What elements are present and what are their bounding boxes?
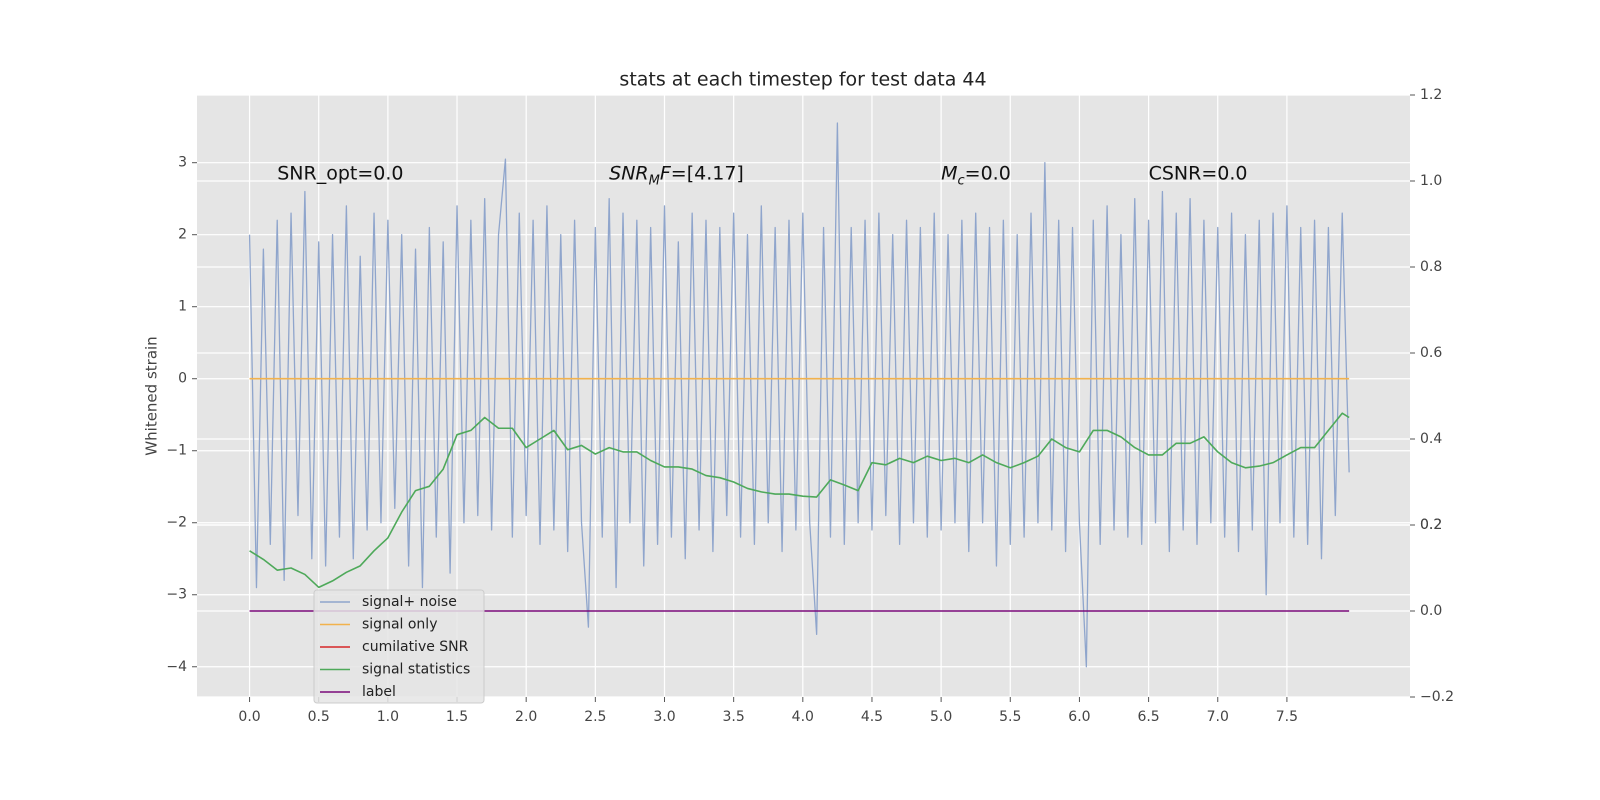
annotation: SNR_opt=0.0 (277, 162, 403, 184)
y2-tick-label: 0.4 (1420, 431, 1442, 447)
y-tick-label: 1 (178, 299, 187, 315)
x-tick-label: 7.0 (1207, 709, 1229, 725)
y2-tick-label: 0.2 (1420, 517, 1442, 533)
legend-label: cumilative SNR (362, 639, 469, 655)
x-tick-label: 6.5 (1137, 709, 1159, 725)
x-tick-label: 7.5 (1276, 709, 1298, 725)
series-line (249, 412, 1350, 589)
series-line (248, 122, 1350, 668)
y-tick-label: −1 (166, 443, 187, 459)
x-tick-label: 4.5 (861, 709, 883, 725)
y2-tick-label: −0.2 (1420, 689, 1454, 705)
x-tick-label: 1.5 (446, 709, 468, 725)
annotation-part: CSNR=0.0 (1149, 162, 1248, 184)
annotation-part: =0.0 (965, 162, 1011, 184)
axes: 0.0 0.5 1.0 1.5 2.0 2.5 3.0 3.5 4.0 4.5 5.0 5.5 6.0 6… (166, 87, 1454, 725)
y-tick-label: −4 (166, 659, 187, 675)
y2-tick-label: 1.2 (1420, 87, 1442, 103)
y2-tick-label: 0.0 (1420, 603, 1442, 619)
x-tick-label: 2.5 (584, 709, 606, 725)
annotation-part: SNR_opt=0.0 (277, 162, 403, 184)
y2-tick-label: 1.0 (1420, 173, 1442, 189)
annotation-part: =[4.17] (671, 162, 744, 184)
y-tick-label: −2 (166, 515, 187, 531)
legend-label: signal statistics (362, 662, 470, 678)
y-axis-label: Whitened strain (143, 336, 161, 455)
y2-tick-label: 0.2 (1420, 517, 1442, 533)
annotation: CSNR=0.0 (1149, 162, 1248, 184)
legend-label: signal only (362, 617, 437, 633)
x-tick-label: 3.5 (723, 709, 745, 725)
y2-tick-label: 0.8 (1420, 259, 1442, 275)
y2-tick-label: 0.6 (1420, 345, 1442, 361)
x-tick-label: 1.0 (377, 709, 399, 725)
x-tick-label: 5.5 (999, 709, 1021, 725)
annotation-part: F (660, 162, 672, 184)
x-tick-label: 4.0 (792, 709, 814, 725)
x-tick-label: 5.0 (930, 709, 952, 725)
annotation-part: SNR (609, 162, 648, 184)
y-tick-label: 2 (178, 227, 187, 243)
chart-title: stats at each timestep for test data 44 (619, 69, 986, 91)
annotation: SNRMF=[4.17] (609, 162, 744, 189)
legend-label: label (362, 684, 396, 700)
legend-box (313, 589, 485, 704)
x-tick-label: 6.0 (1068, 709, 1090, 725)
x-tick-label: 2.0 (515, 709, 537, 725)
y-tick-label: 3 (178, 155, 187, 171)
x-tick-label: 0.0 (238, 709, 260, 725)
annotation: Mc=0.0 (941, 162, 1011, 189)
legend-label: signal+ noise (362, 594, 457, 610)
annotation-part: M (649, 173, 660, 188)
x-tick-label: 3.0 (653, 709, 675, 725)
y-tick-label: −3 (166, 587, 187, 603)
legend: signal+ noise signal only cumilative SNR si… (313, 589, 485, 704)
annotation-part: c (958, 173, 965, 188)
annotation-part: M (941, 162, 957, 184)
x-tick-label: 0.5 (308, 709, 330, 725)
y-tick-label: 0 (178, 371, 187, 387)
